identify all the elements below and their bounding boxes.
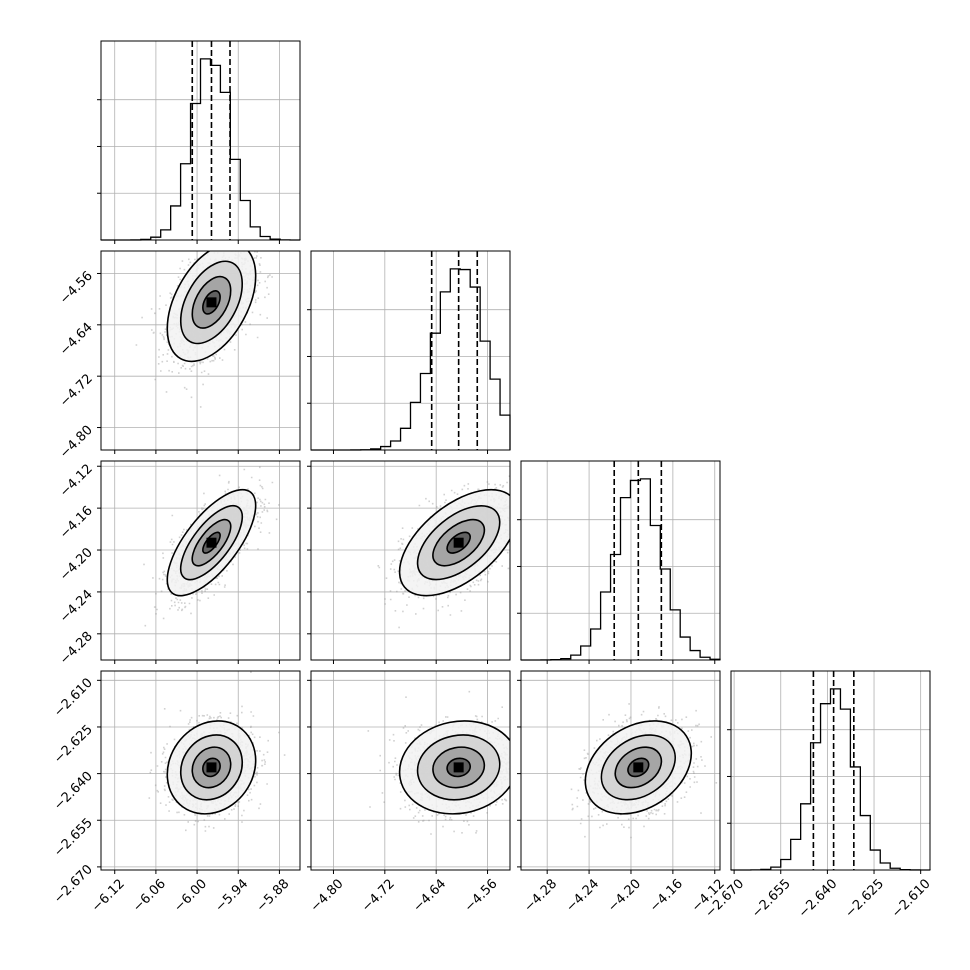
density-peak <box>206 297 217 308</box>
scatter-panel-2-3 <box>307 460 511 664</box>
contour-line <box>614 746 663 789</box>
x-tick-label: −4.20 <box>605 876 644 915</box>
histogram-panel-3 <box>517 460 721 664</box>
panel-contents <box>135 251 273 408</box>
x-tick-label: −6.12 <box>89 876 128 915</box>
x-tick-label: −2.610 <box>889 876 934 921</box>
panel-frame <box>100 40 301 241</box>
panel-frame <box>100 250 301 451</box>
y-tick-label: −2.655 <box>51 815 96 860</box>
contour-line <box>584 720 693 815</box>
contour-line <box>446 531 472 554</box>
panel-contents <box>377 461 510 629</box>
y-tick-label: −2.625 <box>51 722 96 767</box>
contour-line <box>191 746 232 789</box>
contour-line <box>166 720 257 815</box>
x-tick-label: −4.16 <box>647 876 686 915</box>
scatter-panel-1-2 <box>97 250 301 454</box>
y-tick-label: −4.16 <box>57 503 96 542</box>
x-tick-label: −4.72 <box>359 876 398 915</box>
contour-line <box>416 734 501 801</box>
panel-frame <box>730 670 931 871</box>
y-tick-label: −4.64 <box>57 320 96 359</box>
x-tick-label: −2.655 <box>749 876 794 921</box>
panel-frame <box>520 460 721 661</box>
scatter-panel-3-4 <box>517 670 721 874</box>
contour-line <box>446 757 472 778</box>
density-peak <box>206 537 217 548</box>
x-tick-label: −4.80 <box>308 876 347 915</box>
histogram-panel-4 <box>727 670 931 874</box>
x-tick-label: −5.88 <box>254 876 293 915</box>
contour-line <box>202 757 221 778</box>
contour-line <box>600 734 676 801</box>
panel-frame <box>100 460 301 661</box>
scatter-panel-1-3 <box>97 460 301 664</box>
y-tick-label: −4.80 <box>57 423 96 462</box>
contour-line <box>398 488 510 597</box>
scatter-points <box>148 671 286 832</box>
density-peak <box>453 537 464 548</box>
panel-contents <box>367 690 510 835</box>
x-tick-label: −4.28 <box>521 876 560 915</box>
contour-line <box>416 505 501 581</box>
contour-line <box>166 488 257 597</box>
panel-contents <box>570 703 718 839</box>
contour-line <box>179 260 244 345</box>
panel-contents <box>148 671 286 832</box>
contour-line <box>191 275 232 329</box>
contour-line <box>179 505 244 581</box>
y-tick-label: −4.12 <box>57 461 96 500</box>
panel-contents <box>143 466 280 627</box>
contour-line <box>398 720 510 815</box>
panel-background <box>521 461 720 660</box>
panel-frame <box>520 670 721 871</box>
x-tick-label: −4.24 <box>563 876 602 915</box>
x-tick-label: −6.06 <box>130 876 169 915</box>
x-tick-label: −6.00 <box>171 876 210 915</box>
x-tick-label: −5.94 <box>213 876 252 915</box>
contour-line <box>627 757 650 778</box>
y-tick-label: −4.28 <box>57 629 96 668</box>
panel-frame <box>310 460 511 661</box>
x-tick-label: −2.625 <box>842 876 887 921</box>
contour-line <box>432 746 486 789</box>
contour-line <box>202 289 221 315</box>
y-tick-label: −4.24 <box>57 587 96 626</box>
x-tick-label: −4.64 <box>410 876 449 915</box>
density-peak <box>206 762 217 773</box>
y-tick-label: −4.56 <box>57 269 96 308</box>
panel-frame <box>310 670 511 871</box>
y-tick-label: −4.20 <box>57 545 96 584</box>
x-tick-label: −2.640 <box>796 876 841 921</box>
contour-line <box>179 734 244 801</box>
scatter-panel-2-4 <box>307 670 511 874</box>
panel-frame <box>100 670 301 871</box>
y-tick-label: −4.72 <box>57 371 96 410</box>
contour-line <box>432 518 486 567</box>
y-tick-label: −2.640 <box>51 769 96 814</box>
contour-line <box>191 518 232 567</box>
x-tick-label: −4.56 <box>462 876 501 915</box>
density-peak <box>633 762 644 773</box>
panel-frame <box>310 250 511 451</box>
histogram-step-line <box>730 688 931 871</box>
histogram-panel-2 <box>307 250 511 454</box>
y-tick-label: −2.610 <box>51 676 96 721</box>
histogram-panel-1 <box>97 40 301 244</box>
contour-line <box>166 251 257 363</box>
y-tick-label: −2.670 <box>51 862 96 907</box>
density-peak <box>453 762 464 773</box>
scatter-panel-1-4 <box>97 670 301 874</box>
